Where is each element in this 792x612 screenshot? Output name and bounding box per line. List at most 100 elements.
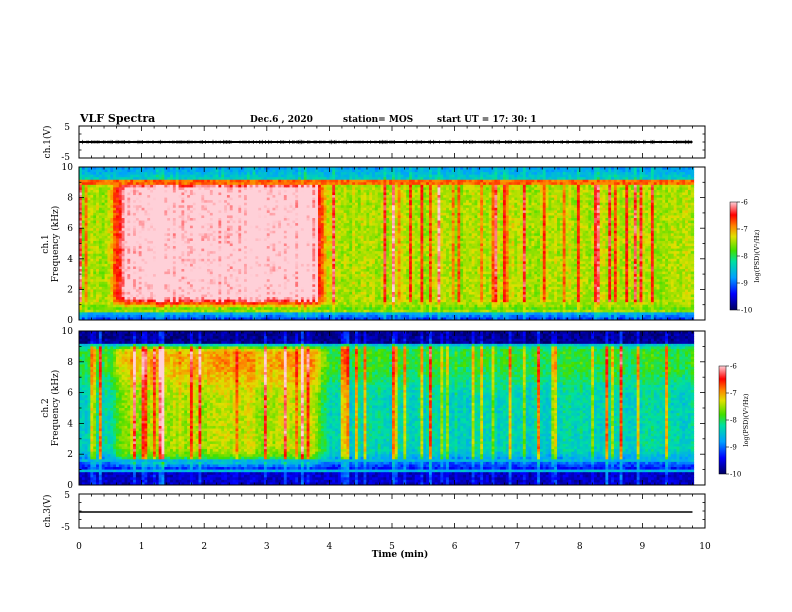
spectrogram-cell [93,263,97,267]
spectrogram-cell [118,202,123,206]
spectrogram-cell [127,276,131,280]
spectrogram-cell [144,207,148,211]
spectrogram-cell [155,212,160,216]
spectrogram-cell [118,243,123,247]
spectrogram-cell [158,289,163,293]
spectrogram-cell [79,225,83,229]
spectrogram-cell [113,312,117,316]
spectrogram-cell [110,228,114,232]
spectrogram-cell [107,304,111,308]
spectrogram-cell [147,294,151,298]
spectrogram-cell [158,314,163,318]
spectrogram-cell [164,177,168,181]
spectrogram-cell [81,212,86,216]
spectrogram-cell [124,304,128,308]
spectrogram-cell [79,309,83,313]
spectrogram-cell [113,223,117,227]
spectrogram-cell [107,314,111,318]
spectrogram-cell [110,302,114,306]
spectrogram-cell [101,261,106,265]
spectrogram-cell [135,314,140,318]
spectrogram-cell [141,274,145,278]
spectrogram-cell [98,235,103,239]
spectrogram-cell [118,276,123,280]
spectrogram-cell [138,304,143,308]
spectrogram-cell [118,179,123,183]
spectrogram-cell [79,271,83,275]
spectrogram-cell [87,307,91,311]
spectrogram-cell [110,289,114,293]
spectrogram-cell [138,233,143,237]
spectrogram-cell [141,225,145,229]
spectrogram-cell [90,276,94,280]
spectrogram-cell [155,225,160,229]
spectrogram-cell [127,233,131,237]
spectrogram-cell [79,228,83,232]
spectrogram-cell [118,207,123,211]
spectrogram-cell [124,261,128,265]
spectrogram-cell [158,269,163,273]
spectrogram-cell [98,266,103,270]
spectrogram-cell [158,276,163,280]
spectrogram-cell [141,238,145,242]
spectrogram-cell [147,225,151,229]
spectrogram-cell [127,182,131,186]
spectrogram-cell [152,248,157,252]
spectrogram-cell [158,312,163,316]
spectrogram-cell [104,179,108,183]
spectrogram-cell [158,233,163,237]
spectrogram-cell [87,289,91,293]
spectrogram-cell [150,179,154,183]
spectrogram-cell [104,225,108,229]
spectrogram-cell [101,225,106,229]
spectrogram-cell [127,189,131,193]
spectrogram-cell [152,294,157,298]
spectrogram-cell [133,169,137,173]
spectrogram-cell [113,317,117,320]
spectrogram-cell [98,299,103,303]
figure-title: VLF Spectra [79,112,155,125]
spectrogram-cell [87,297,91,301]
spectrogram-cell [87,274,91,278]
spectrogram-cell [164,187,168,191]
spectrogram-cell [101,167,106,171]
spectrogram-cell [152,276,157,280]
spectrogram-cell [81,284,86,288]
spectrogram-cell [161,228,165,232]
spectrogram-cell [87,246,91,250]
spectrogram-cell [144,307,148,311]
spectrogram-cell [130,312,134,316]
spectrogram-cell [138,212,143,216]
spectrogram-cell [113,212,117,216]
spectrogram-cell [113,215,117,219]
spectrogram-cell [87,197,91,201]
spectrogram-cell [96,228,100,232]
spectrogram-cell [124,223,128,227]
spectrogram-cell [135,284,140,288]
spectrogram-cell [127,210,131,214]
spectrogram-cell [144,276,148,280]
spectrogram-cell [124,225,128,229]
spectrogram-cell [98,309,103,313]
spectrogram-cell [98,184,103,188]
spectrogram-cell [130,279,134,283]
spectrogram-cell [150,258,154,262]
spectrogram-cell [147,307,151,311]
spectrogram-cell [147,299,151,303]
spectrogram-cell [158,202,163,206]
spectrogram-cell [84,258,89,262]
spectrogram-cell [158,174,163,178]
spectrogram-cell [104,269,108,273]
spectrogram-cell [147,179,151,183]
spectrogram-cell [130,240,134,244]
spectrogram-cell [155,304,160,308]
spectrogram-cell [107,253,111,257]
spectrogram-cell [110,258,114,262]
spectrogram-cell [144,253,148,257]
spectrogram-cell [104,210,108,214]
spectrogram-cell [96,205,100,209]
spectrogram-cell [144,294,148,298]
spectrogram-cell [93,210,97,214]
spectrogram-cell [98,238,103,242]
